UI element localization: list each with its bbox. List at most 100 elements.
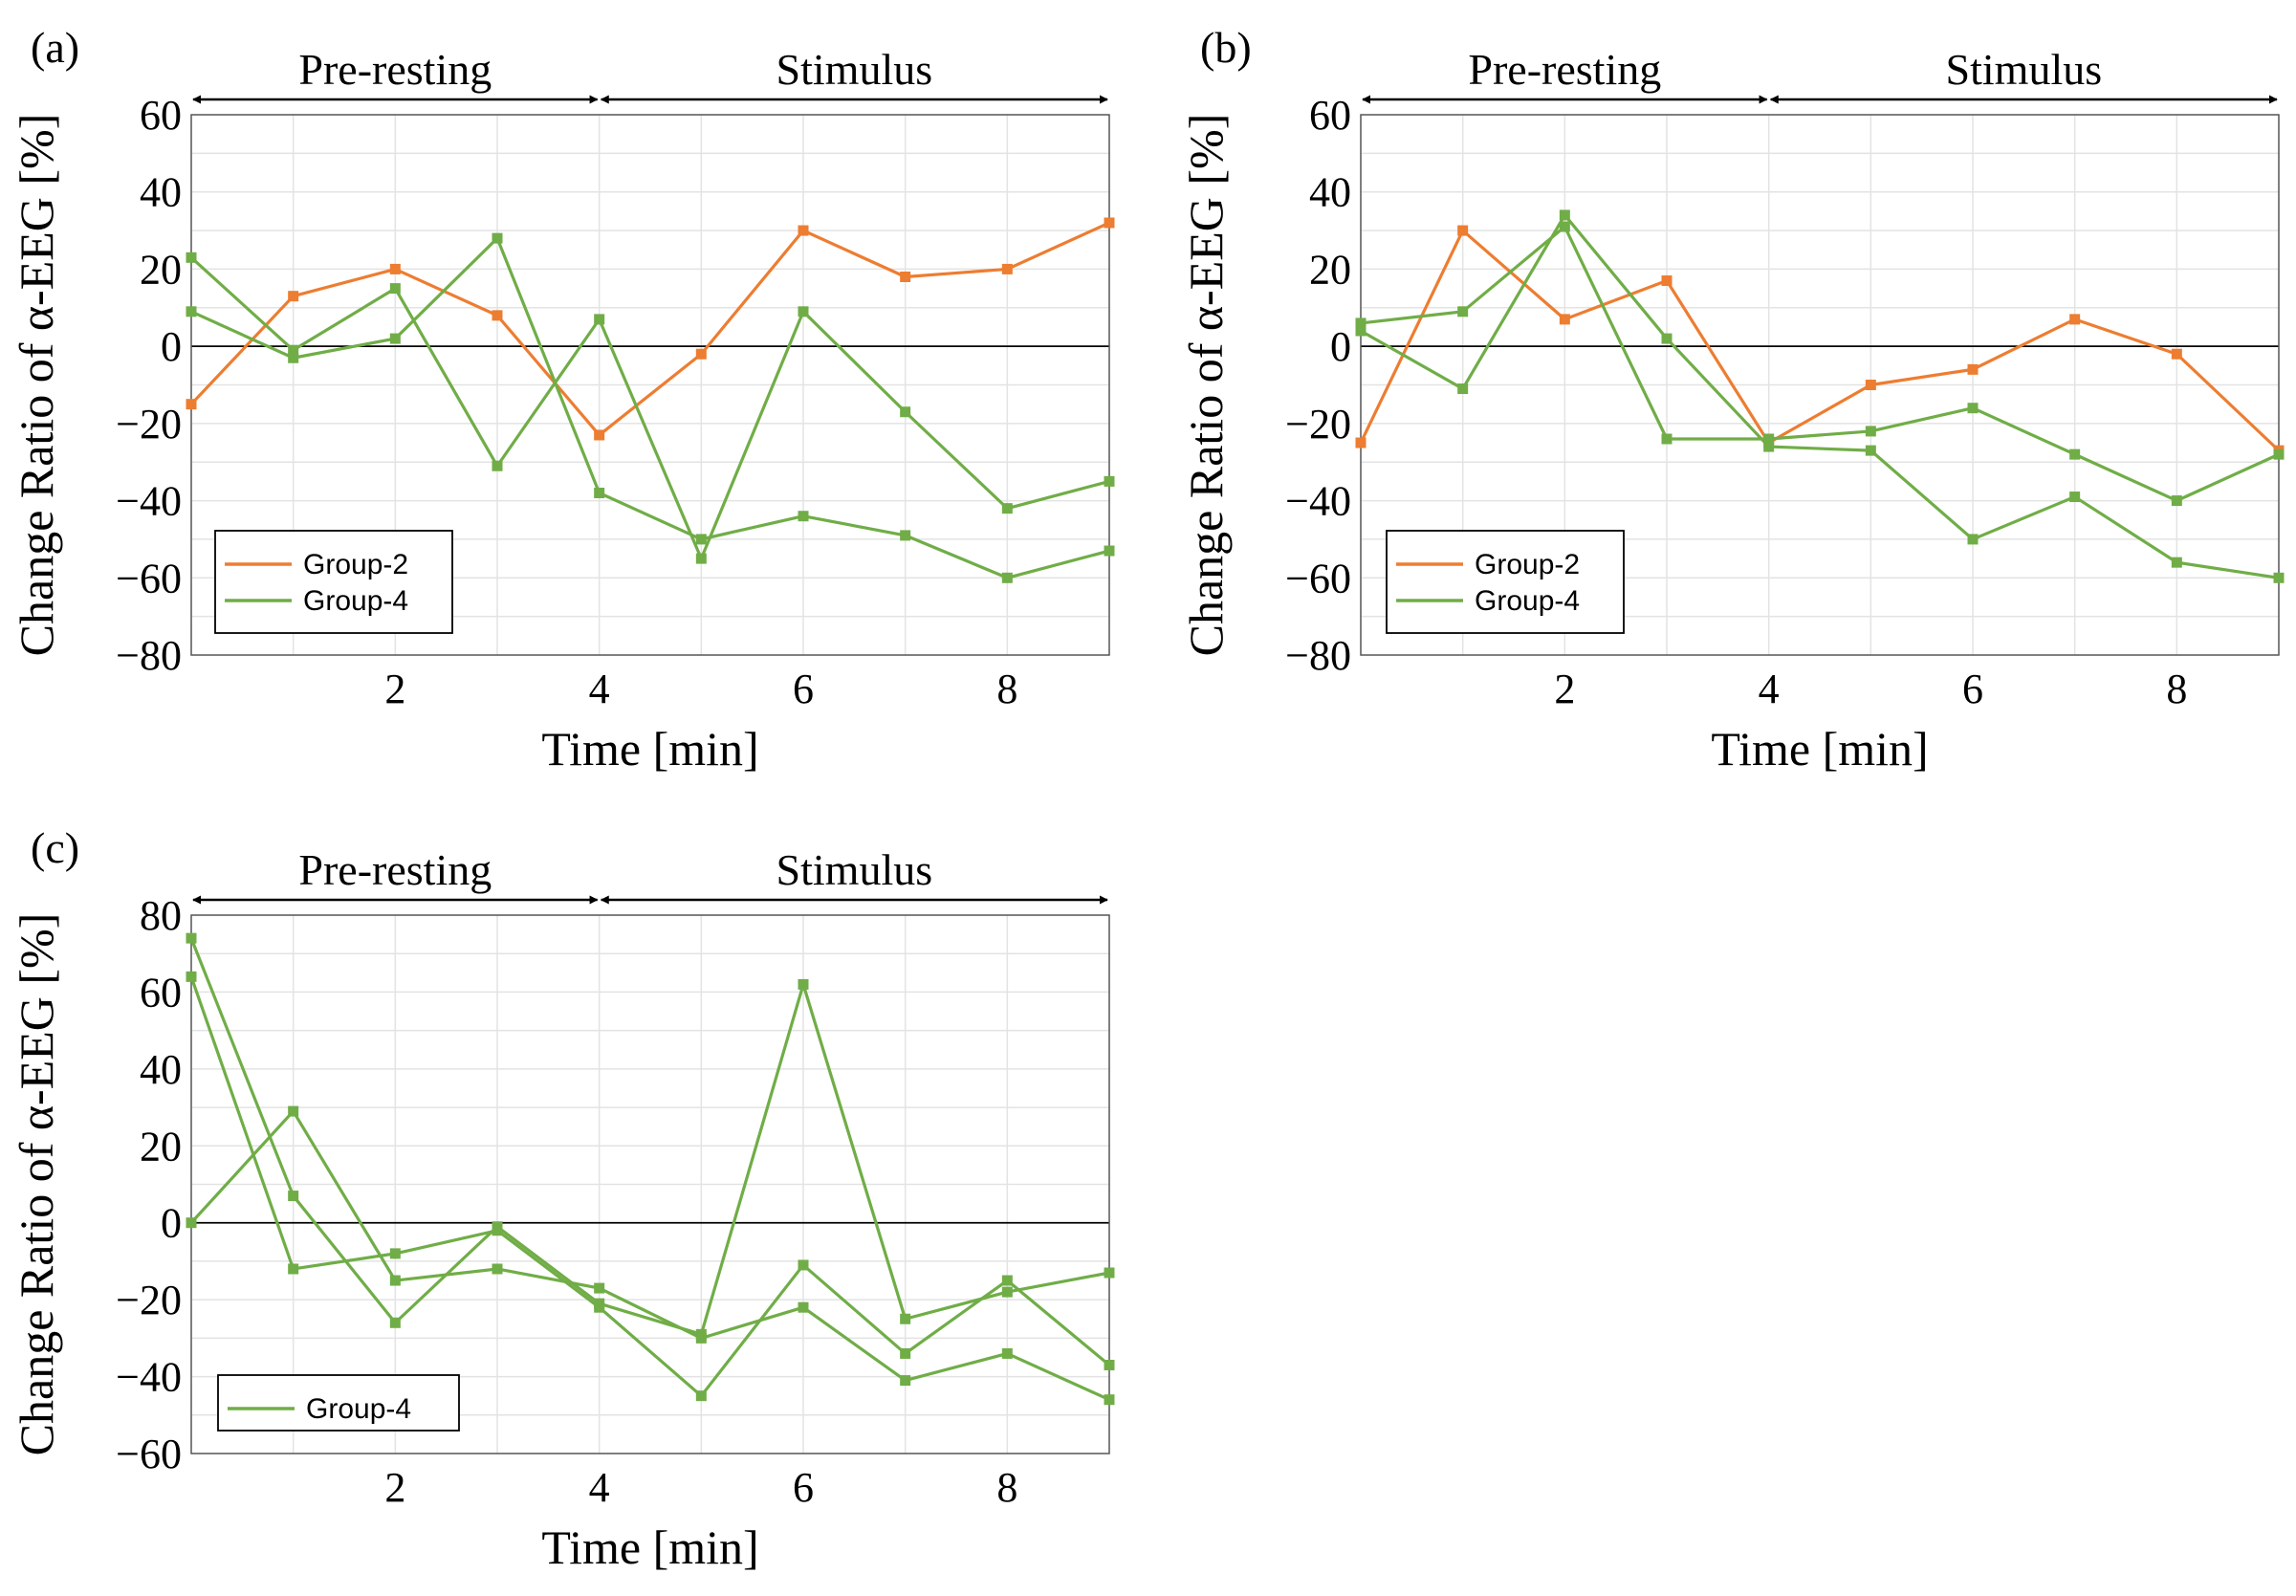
y-tick-label: −40 bbox=[116, 478, 182, 525]
data-point bbox=[1001, 572, 1013, 583]
y-tick-label: −60 bbox=[1285, 555, 1351, 601]
x-tick-label: 6 bbox=[793, 666, 814, 712]
series-line bbox=[1360, 225, 2280, 503]
data-point bbox=[1001, 1286, 1013, 1298]
data-point bbox=[186, 306, 197, 317]
data-point bbox=[389, 283, 401, 295]
data-point bbox=[186, 399, 197, 410]
x-tick-label: 2 bbox=[1554, 666, 1575, 712]
data-point bbox=[798, 1259, 809, 1271]
legend-label: Group-2 bbox=[1475, 549, 1580, 580]
y-tick-label: −80 bbox=[1285, 632, 1351, 679]
data-point bbox=[1865, 445, 1876, 456]
data-point bbox=[1355, 437, 1367, 448]
data-point bbox=[900, 1375, 911, 1387]
data-point bbox=[1865, 426, 1876, 437]
legend-label: Group-4 bbox=[306, 1393, 411, 1425]
data-point bbox=[594, 314, 605, 325]
stimulus-label: Stimulus bbox=[776, 845, 933, 894]
data-point bbox=[1967, 363, 1979, 375]
plot-frame bbox=[190, 914, 1110, 1454]
data-point bbox=[2069, 314, 2081, 325]
pre-resting-label: Pre-resting bbox=[298, 45, 492, 94]
chart-panel: (c) Pre-resting Stimulus −60 −40 −20 0 20 40 60 80… bbox=[10, 823, 1115, 1574]
data-point bbox=[1763, 433, 1775, 445]
x-tick-label: 2 bbox=[384, 1464, 405, 1511]
data-point bbox=[900, 1347, 911, 1359]
data-point bbox=[288, 291, 299, 302]
data-point bbox=[2171, 348, 2182, 360]
x-tick-label: 8 bbox=[996, 666, 1017, 712]
data-point bbox=[389, 1275, 401, 1286]
y-tick-label: 60 bbox=[140, 92, 182, 139]
data-point bbox=[594, 1301, 605, 1313]
data-point bbox=[492, 1263, 503, 1275]
data-point bbox=[1661, 275, 1673, 287]
data-point bbox=[1355, 317, 1367, 329]
chart-panel: (a) Pre-resting Stimulus −80 −60 −40 −20 0 20 40 6… bbox=[10, 23, 1115, 776]
data-point bbox=[798, 1301, 809, 1313]
plot-frame bbox=[1360, 114, 2280, 656]
y-tick-label: 20 bbox=[140, 1123, 182, 1170]
series-line bbox=[189, 221, 1110, 437]
data-point bbox=[1559, 314, 1570, 325]
data-point bbox=[2069, 448, 2081, 460]
data-point bbox=[1457, 383, 1469, 395]
data-point bbox=[2273, 448, 2285, 460]
legend-box bbox=[214, 530, 453, 634]
x-tick-label: 8 bbox=[2166, 666, 2187, 712]
data-point bbox=[900, 406, 911, 418]
data-point bbox=[1967, 534, 1979, 545]
data-point bbox=[695, 553, 707, 564]
data-point bbox=[2171, 495, 2182, 507]
data-point bbox=[288, 352, 299, 363]
data-point bbox=[2069, 492, 2081, 503]
data-point bbox=[1001, 1275, 1013, 1286]
data-point bbox=[492, 310, 503, 321]
y-tick-label: 80 bbox=[140, 892, 182, 939]
data-point bbox=[288, 1105, 299, 1117]
y-tick-label: 20 bbox=[1309, 246, 1351, 293]
x-tick-label: 6 bbox=[1962, 666, 1983, 712]
y-tick-label: 20 bbox=[140, 246, 182, 293]
data-point bbox=[900, 1313, 911, 1324]
data-point bbox=[695, 348, 707, 360]
panel-label: (a) bbox=[31, 23, 79, 72]
y-tick-label: −20 bbox=[116, 401, 182, 448]
data-point bbox=[186, 932, 197, 944]
data-point bbox=[1001, 263, 1013, 274]
legend-box bbox=[1386, 530, 1625, 634]
data-point bbox=[1355, 325, 1367, 337]
x-axis-label: Time [min] bbox=[541, 1520, 758, 1574]
stimulus-label: Stimulus bbox=[776, 45, 933, 94]
data-point bbox=[798, 306, 809, 317]
legend-label: Group-4 bbox=[303, 585, 408, 617]
pre-resting-label: Pre-resting bbox=[1468, 45, 1661, 94]
data-point bbox=[798, 225, 809, 236]
y-axis-label: Change Ratio of α-EEG [%] bbox=[10, 114, 63, 657]
x-tick-label: 4 bbox=[589, 1464, 610, 1511]
series-line bbox=[189, 975, 1111, 1398]
data-point bbox=[1763, 441, 1775, 452]
y-tick-label: 40 bbox=[140, 1046, 182, 1093]
x-axis-label: Time [min] bbox=[541, 722, 758, 776]
data-point bbox=[1104, 1394, 1115, 1406]
data-point bbox=[1967, 403, 1979, 414]
data-point bbox=[798, 511, 809, 522]
series-line bbox=[189, 256, 1110, 560]
data-point bbox=[1457, 225, 1469, 236]
stimulus-label: Stimulus bbox=[1946, 45, 2103, 94]
y-tick-label: 0 bbox=[161, 323, 182, 370]
x-tick-label: 6 bbox=[793, 1464, 814, 1511]
data-point bbox=[389, 263, 401, 274]
data-point bbox=[2273, 572, 2285, 583]
panel-label: (c) bbox=[31, 823, 79, 872]
data-point bbox=[1661, 333, 1673, 344]
y-tick-label: 40 bbox=[1309, 169, 1351, 216]
data-point bbox=[389, 1248, 401, 1259]
y-tick-label: −20 bbox=[116, 1277, 182, 1323]
data-point bbox=[1661, 433, 1673, 445]
data-point bbox=[900, 272, 911, 282]
legend-box bbox=[217, 1374, 460, 1432]
y-tick-label: −40 bbox=[116, 1354, 182, 1401]
